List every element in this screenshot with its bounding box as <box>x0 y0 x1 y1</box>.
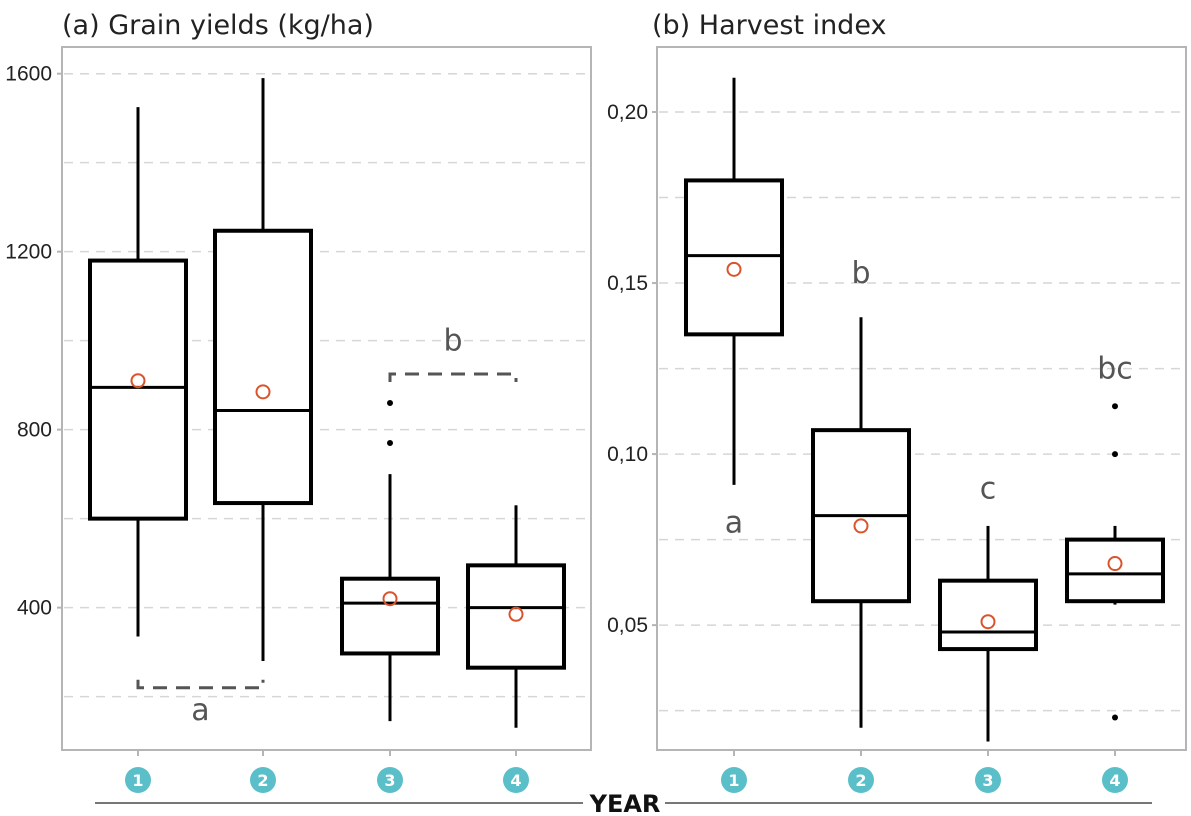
significance-letter: bc <box>1097 352 1133 387</box>
y-tick-labels: 400 800 1200 1600 <box>5 63 62 620</box>
box-year-3 <box>340 399 440 722</box>
mean-marker <box>382 591 398 607</box>
category-label: 1 <box>728 771 739 790</box>
y-tick-label: 1600 <box>5 63 52 86</box>
y-tick-labels: 0,05 0,10 0,15 0,20 <box>607 101 657 637</box>
significance-letter: a <box>191 693 209 728</box>
box-year-2 <box>213 78 313 662</box>
box-year-1 <box>88 107 188 637</box>
outlier-point <box>1112 451 1118 458</box>
mean-marker <box>1107 556 1123 572</box>
category-label: 1 <box>132 771 143 790</box>
category-badge <box>721 767 747 793</box>
mean-marker <box>726 261 742 277</box>
category-label: 3 <box>384 771 395 790</box>
mean-marker <box>130 373 146 389</box>
y-tick-label: 800 <box>17 419 52 442</box>
box-series <box>88 78 566 728</box>
box-iqr <box>88 258 188 521</box>
x-tick-badges: 1 2 3 4 <box>125 750 529 793</box>
outlier-point <box>387 399 393 406</box>
category-badge <box>848 767 874 793</box>
outlier-point <box>387 439 393 446</box>
y-tick-label: 0,05 <box>607 614 648 637</box>
significance-letter: b <box>443 324 462 359</box>
chart-title: (a) Grain yields (kg/ha) <box>62 10 374 41</box>
significance-annotations: ab <box>136 324 518 728</box>
category-label: 3 <box>982 771 993 790</box>
box-year-3 <box>938 525 1038 742</box>
mean-marker <box>980 614 996 630</box>
significance-letter: c <box>980 471 997 506</box>
mean-marker <box>508 606 524 622</box>
box-year-2 <box>811 317 911 728</box>
category-label: 2 <box>855 771 866 790</box>
plot-frame <box>61 46 592 751</box>
y-tick-label: 400 <box>17 597 52 620</box>
mean-marker <box>853 518 869 534</box>
category-badge <box>1102 767 1128 793</box>
box-iqr <box>213 228 313 506</box>
box-year-4 <box>466 505 566 728</box>
category-badge <box>503 767 529 793</box>
outlier-point <box>1112 403 1118 410</box>
significance-letter: b <box>851 256 870 291</box>
x-tick-badges: 1 2 3 4 <box>721 750 1128 793</box>
significance-letter: a <box>725 506 743 541</box>
category-label: 2 <box>257 771 268 790</box>
mean-marker <box>255 384 271 400</box>
box-year-4 <box>1065 403 1165 721</box>
box-iqr <box>340 576 440 656</box>
category-label: 4 <box>1109 771 1120 790</box>
category-badge <box>250 767 276 793</box>
category-badge <box>125 767 151 793</box>
box-iqr <box>684 178 784 337</box>
x-axis-label: YEAR <box>589 790 661 816</box>
significance-bracket <box>136 679 265 690</box>
y-tick-label: 0,10 <box>607 443 648 466</box>
category-badge <box>377 767 403 793</box>
y-tick-label: 0,15 <box>607 272 648 295</box>
box-year-1 <box>684 77 784 485</box>
y-tick-label: 0,20 <box>607 101 648 124</box>
category-badge <box>975 767 1001 793</box>
y-tick-label: 1200 <box>5 241 52 264</box>
plot-frame <box>656 46 1187 751</box>
box-iqr <box>466 563 566 670</box>
category-label: 4 <box>510 771 521 790</box>
outlier-point <box>1112 714 1118 721</box>
significance-bracket <box>388 372 518 383</box>
box-series <box>684 77 1165 742</box>
chart-title: (b) Harvest index <box>652 10 886 41</box>
